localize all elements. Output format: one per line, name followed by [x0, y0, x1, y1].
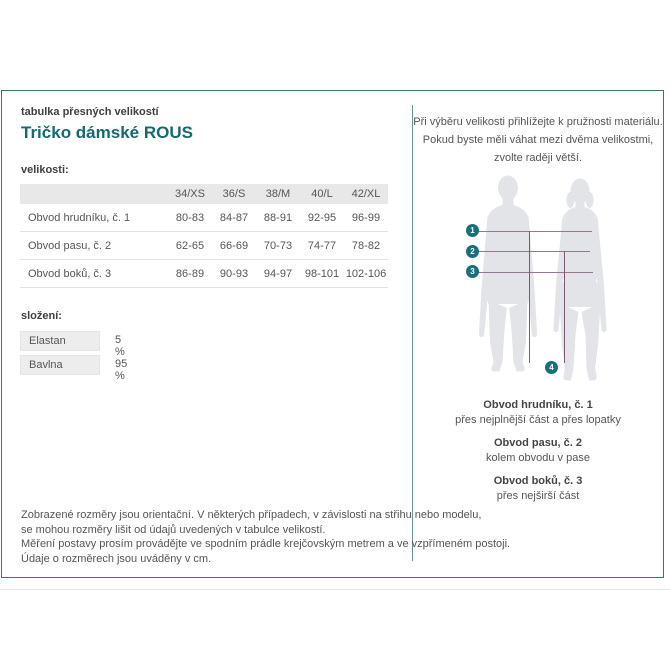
- size-column-header: 42/XL: [351, 188, 381, 200]
- note-line: Zobrazené rozměry jsou orientační. V něk…: [21, 509, 482, 521]
- sizing-advice: Při výběru velikosti přihlížejte k pružn…: [413, 113, 663, 167]
- measurement-notes: Zobrazené rozměry jsou orientační. V něk…: [21, 508, 510, 566]
- chest-measure-line: [478, 231, 592, 232]
- size-value: 88-91: [263, 211, 293, 224]
- size-column-header: 34/XS: [175, 188, 205, 200]
- table-row-chest: Obvod hrudníku, č. 1 80-83 84-87 88-91 9…: [20, 204, 388, 232]
- sizes-section-label: velikosti:: [21, 164, 69, 176]
- legend-desc-chest: přes nejplnější část a přes lopatky: [455, 414, 621, 426]
- page-separator-line: [0, 589, 670, 590]
- size-value: 96-99: [351, 211, 381, 224]
- size-value: 62-65: [175, 239, 205, 252]
- body-silhouettes-illustration: [478, 175, 607, 381]
- sheet-subtitle: tabulka přesných velikostí: [21, 106, 159, 118]
- marker-waist: 2: [466, 245, 479, 258]
- marker-hips: 3: [466, 265, 479, 278]
- legend-desc-hips: přes nejširší část: [496, 490, 580, 502]
- size-value: 86-89: [175, 267, 205, 280]
- length-measure-line-left: [529, 231, 530, 363]
- size-value: 66-69: [219, 239, 249, 252]
- size-value: 78-82: [351, 239, 381, 252]
- row-label: Obvod boků, č. 3: [28, 267, 112, 280]
- material-name: Elastan: [20, 331, 100, 351]
- legend-title-waist: Obvod pasu, č. 2: [493, 437, 583, 449]
- size-value: 94-97: [263, 267, 293, 280]
- material-name: Bavlna: [20, 355, 100, 375]
- size-value: 80-83: [175, 211, 205, 224]
- size-value: 74-77: [307, 239, 337, 252]
- composition-section-label: složení:: [21, 310, 62, 322]
- size-value: 90-93: [219, 267, 249, 280]
- content-box: [1, 90, 664, 578]
- measurement-legend: Obvod hrudníku, č. 1 přes nejplnější čás…: [413, 390, 663, 504]
- note-line: se mohou rozměry lišit od údajů uvedenýc…: [21, 523, 326, 536]
- material-percentage: 95 %: [115, 358, 128, 382]
- table-row-waist: Obvod pasu, č. 2 62-65 66-69 70-73 74-77…: [20, 232, 388, 260]
- panel-divider: [412, 105, 413, 561]
- advice-line: Při výběru velikosti přihlížejte k pružn…: [413, 116, 663, 128]
- marker-chest: 1: [466, 224, 479, 237]
- size-value: 102-106: [345, 267, 387, 280]
- size-value: 98-101: [304, 267, 340, 280]
- row-label: Obvod hrudníku, č. 1: [28, 211, 131, 224]
- advice-line: zvolte raději větší.: [493, 152, 583, 164]
- size-column-header: 36/S: [222, 188, 246, 200]
- size-value: 92-95: [307, 211, 337, 224]
- hips-measure-line: [478, 272, 593, 273]
- table-row-hips: Obvod boků, č. 3 86-89 90-93 94-97 98-10…: [20, 260, 388, 288]
- size-column-header: 38/M: [265, 188, 291, 200]
- advice-line: Pokud byste měli váhat mezi dvěma veliko…: [422, 134, 654, 146]
- size-table: 34/XS 36/S 38/M 40/L 42/XL Obvod hrudník…: [20, 184, 388, 288]
- legend-title-chest: Obvod hrudníku, č. 1: [483, 399, 593, 411]
- product-title: Tričko dámské ROUS: [21, 123, 193, 142]
- size-column-header: 40/L: [311, 188, 333, 200]
- note-line: Měření postavy prosím provádějte ve spod…: [21, 538, 511, 550]
- waist-measure-line: [478, 251, 590, 252]
- size-value: 84-87: [219, 211, 249, 224]
- marker-length: 4: [545, 361, 558, 374]
- legend-desc-waist: kolem obvodu v pase: [486, 452, 590, 464]
- note-line: Údaje o rozměrech jsou uváděny v cm.: [21, 552, 212, 565]
- length-measure-line-right: [564, 251, 565, 363]
- row-label: Obvod pasu, č. 2: [28, 239, 112, 252]
- legend-title-hips: Obvod boků, č. 3: [493, 475, 583, 487]
- material-percentage: 5 %: [115, 334, 125, 358]
- size-table-header-row: 34/XS 36/S 38/M 40/L 42/XL: [20, 184, 388, 204]
- size-value: 70-73: [263, 239, 293, 252]
